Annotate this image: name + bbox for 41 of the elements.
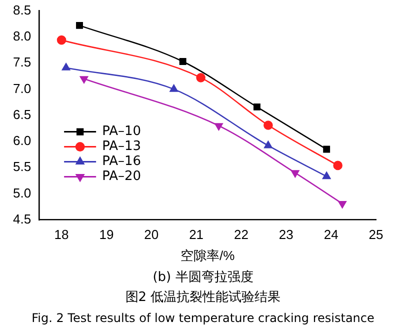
x-tick-label: 21 <box>189 227 204 242</box>
x-tick-label: 25 <box>368 227 384 242</box>
point <box>333 160 342 170</box>
point <box>323 146 330 153</box>
point <box>80 76 88 84</box>
x-tick-label: 23 <box>278 227 294 242</box>
legend-label: PA–10 <box>102 124 142 140</box>
point <box>264 120 273 130</box>
point <box>253 103 260 110</box>
legend-label: PA–20 <box>102 169 142 184</box>
point <box>170 84 178 92</box>
y-tick-label: 7.0 <box>12 80 32 96</box>
point <box>56 35 66 45</box>
legend-label: PA–13 <box>102 139 142 154</box>
x-tick-label: 20 <box>144 227 159 242</box>
text: (b) 半圆弯拉强度 <box>152 269 254 287</box>
y-tick-label: 6.5 <box>12 106 32 122</box>
point <box>214 123 223 130</box>
y-tick-label: 6.0 <box>12 133 32 148</box>
x-tick-label: 24 <box>324 227 338 242</box>
x-tick-label: 19 <box>99 227 114 242</box>
point <box>291 170 300 178</box>
point <box>322 172 331 180</box>
point <box>264 140 272 148</box>
y-tick-label: 5.5 <box>12 159 32 174</box>
x-tick-label: 22 <box>234 227 248 242</box>
point <box>76 22 83 29</box>
point <box>62 63 70 70</box>
point <box>338 200 346 208</box>
x-axis-title: 空隙率/% <box>180 248 236 263</box>
legend-label: PA–16 <box>102 154 142 170</box>
y-tick-label: 4.5 <box>12 211 32 226</box>
caption: Fig. 2 Test results of low temperature cracking resistance <box>30 310 376 327</box>
point <box>196 73 206 82</box>
caption: 图2 低温抗裂性能试验结果 <box>124 289 282 307</box>
x-tick-label: 18 <box>54 227 69 242</box>
y-tick-label: 8.5 <box>12 2 32 18</box>
y-tick-label: 8.0 <box>12 28 32 44</box>
y-tick-label: 7.5 <box>12 54 32 70</box>
point <box>179 58 186 65</box>
y-tick-label: 5.0 <box>12 185 32 200</box>
